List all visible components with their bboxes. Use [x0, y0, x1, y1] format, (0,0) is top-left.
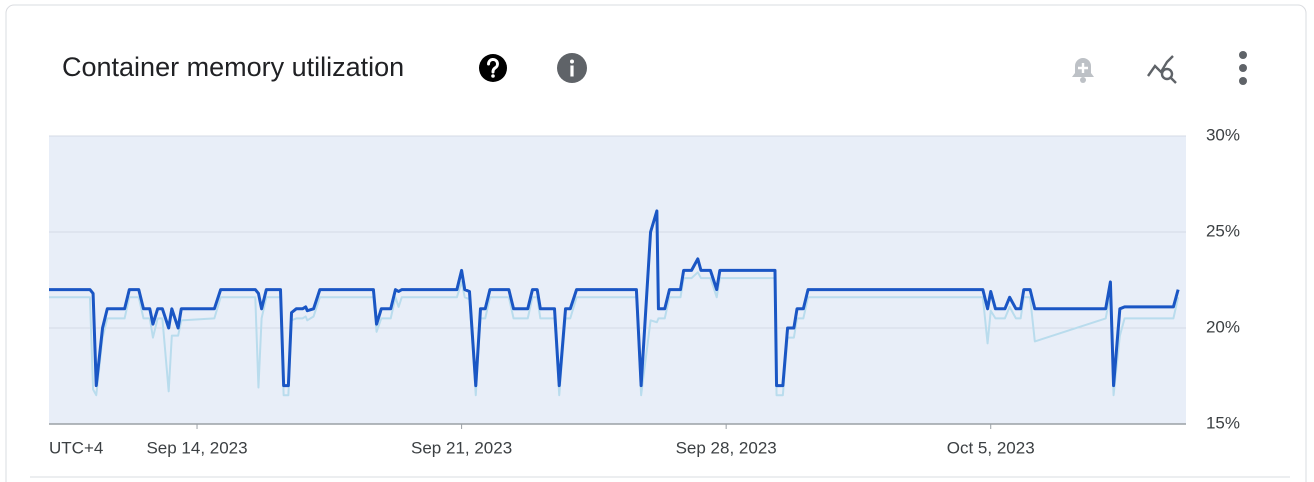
- menu-icon[interactable]: [1239, 51, 1247, 85]
- y-tick-label: 15%: [1206, 413, 1240, 432]
- timezone-label: UTC+4: [49, 438, 103, 457]
- y-tick-label: 25%: [1206, 221, 1240, 240]
- help-icon[interactable]: [479, 54, 507, 82]
- x-tick-label: Sep 28, 2023: [676, 438, 777, 457]
- explore-icon[interactable]: [1147, 55, 1177, 84]
- series-line: [49, 271, 1180, 397]
- x-tick-label: Sep 21, 2023: [411, 438, 512, 457]
- series-line: [49, 209, 1180, 388]
- y-tick-label: 30%: [1206, 125, 1240, 144]
- x-tick-label: Oct 5, 2023: [947, 438, 1035, 457]
- plot-background: [49, 136, 1186, 424]
- y-tick-label: 20%: [1206, 317, 1240, 336]
- info-icon[interactable]: [557, 53, 587, 83]
- x-tick-label: Sep 14, 2023: [146, 438, 247, 457]
- alert-icon[interactable]: [1072, 58, 1094, 83]
- chart-title: Container memory utilization: [62, 52, 404, 82]
